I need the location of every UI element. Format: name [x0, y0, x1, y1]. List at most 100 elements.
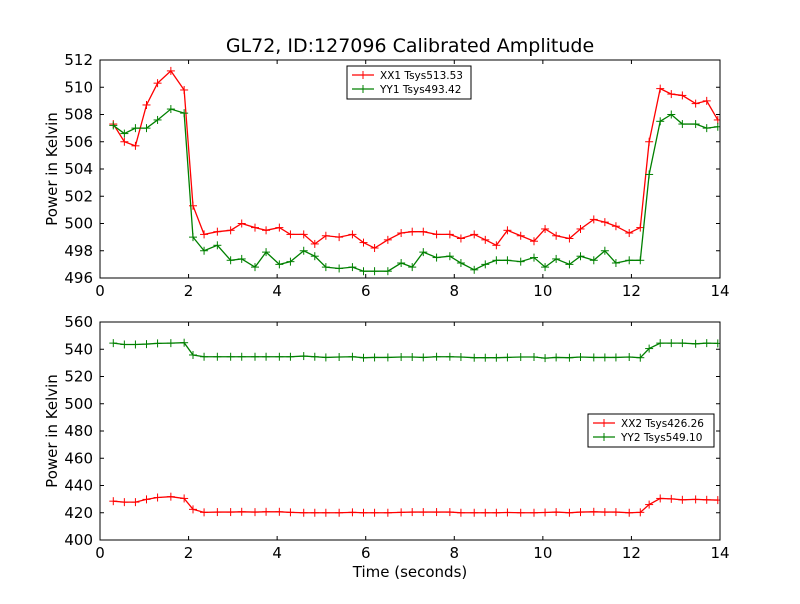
- series-1-point: [237, 507, 246, 516]
- series-2-point: [286, 257, 295, 266]
- series-2-point: [262, 352, 271, 361]
- series-2-point: [503, 353, 512, 362]
- series-2-point: [262, 248, 271, 257]
- series-2-point: [600, 246, 609, 255]
- series-1-point: [611, 222, 620, 231]
- x-tick-label: 6: [361, 282, 371, 300]
- series-1-point: [120, 498, 129, 507]
- series-1-point: [310, 508, 319, 517]
- series-1-point: [530, 237, 538, 246]
- series-2-point: [481, 353, 490, 362]
- series-2-point: [516, 257, 525, 266]
- series-1-point: [335, 508, 344, 517]
- series-2-point: [408, 353, 417, 362]
- series-1-point: [492, 508, 501, 517]
- x-axis-label: Time (seconds): [352, 563, 468, 581]
- x-tick-label: 8: [450, 282, 460, 300]
- x-tick-label: 12: [622, 282, 641, 300]
- series-2-point: [213, 241, 222, 250]
- series-1-point: [600, 218, 609, 227]
- series-1-point: [552, 231, 561, 240]
- series-1-point: [200, 230, 209, 239]
- series-1-point: [600, 508, 609, 517]
- series-1-point: [213, 508, 222, 517]
- legend: XX1 Tsys513.53 YY1 Tsys493.42: [346, 65, 472, 100]
- series-2-point: [576, 252, 585, 261]
- series-1-point: [348, 508, 357, 517]
- series-2-point: [636, 353, 645, 362]
- x-tick-label: 4: [272, 282, 282, 300]
- series-2-point: [611, 259, 620, 268]
- series-1-point: [636, 223, 645, 232]
- series-2-point: [310, 252, 319, 261]
- series-2-point: [565, 260, 574, 269]
- y-tick-label: 496: [64, 269, 93, 287]
- series-1-point: [200, 508, 209, 517]
- figure-title: GL72, ID:127096 Calibrated Amplitude: [226, 35, 594, 57]
- x-tick-label: 4: [272, 544, 282, 562]
- series-1-point: [251, 223, 259, 232]
- series-1-point: [335, 233, 344, 242]
- x-tick-label: 10: [533, 282, 552, 300]
- series-2-point: [120, 129, 129, 138]
- series-1-point: [470, 508, 479, 517]
- series-1-point: [678, 495, 687, 504]
- series-1-point: [541, 224, 550, 233]
- series-2-point: [625, 256, 634, 265]
- series-2-point: [275, 352, 284, 361]
- series-1-point: [370, 508, 379, 517]
- series-1-point: [251, 508, 259, 517]
- series-2-point: [702, 124, 711, 133]
- series-2-point: [348, 263, 357, 272]
- series-2-point: [180, 338, 189, 347]
- series-2-point: [456, 259, 465, 268]
- series-1-point: [299, 508, 308, 517]
- series-2-point: [470, 353, 479, 362]
- series-2-point: [226, 352, 235, 361]
- series-2-point: [299, 246, 308, 255]
- x-tick-label: 12: [622, 544, 641, 562]
- series-1-point: [286, 508, 295, 517]
- series-2-point: [541, 263, 550, 272]
- series-1-point: [226, 226, 235, 235]
- series-2-point: [383, 267, 392, 276]
- series-1-point: [445, 230, 454, 239]
- series-1-point: [576, 224, 585, 233]
- y-tick-label: 504: [64, 160, 93, 178]
- series-1-point: [656, 494, 665, 503]
- series-2-point: [109, 339, 118, 348]
- series-2-point: [335, 264, 344, 273]
- y-tick-label: 480: [64, 422, 93, 440]
- y-tick-label: 498: [64, 242, 93, 260]
- series-1-point: [713, 496, 720, 505]
- series-2-point: [667, 339, 676, 348]
- series-1-point: [275, 507, 284, 516]
- y-tick-label: 560: [64, 313, 93, 331]
- y-tick-label: 440: [64, 477, 93, 495]
- series-1-point: [397, 508, 406, 517]
- series-1-point: [321, 231, 330, 240]
- series-1-point: [237, 219, 246, 228]
- legend-label: XX2 Tsys426.26: [621, 418, 704, 430]
- series-2-point: [321, 353, 330, 362]
- series-2-point: [408, 263, 417, 272]
- series-2-point: [656, 339, 665, 348]
- y-tick-label: 508: [64, 106, 93, 124]
- series-1-point: [408, 227, 417, 236]
- series-1-point: [503, 508, 512, 517]
- series-1-point: [213, 227, 222, 236]
- series-2-point: [516, 353, 525, 362]
- series-1-point: [636, 508, 645, 517]
- series-1-point: [691, 495, 700, 504]
- series-1-point: [262, 226, 271, 235]
- series-2-point: [456, 353, 465, 362]
- series-2-point: [645, 170, 654, 179]
- series-2-point: [189, 233, 197, 242]
- series-2-point: [131, 124, 140, 133]
- series-2-point: [691, 339, 700, 348]
- series-1-point: [299, 230, 308, 239]
- series-2-point: [625, 353, 634, 362]
- legend-box: [587, 413, 715, 448]
